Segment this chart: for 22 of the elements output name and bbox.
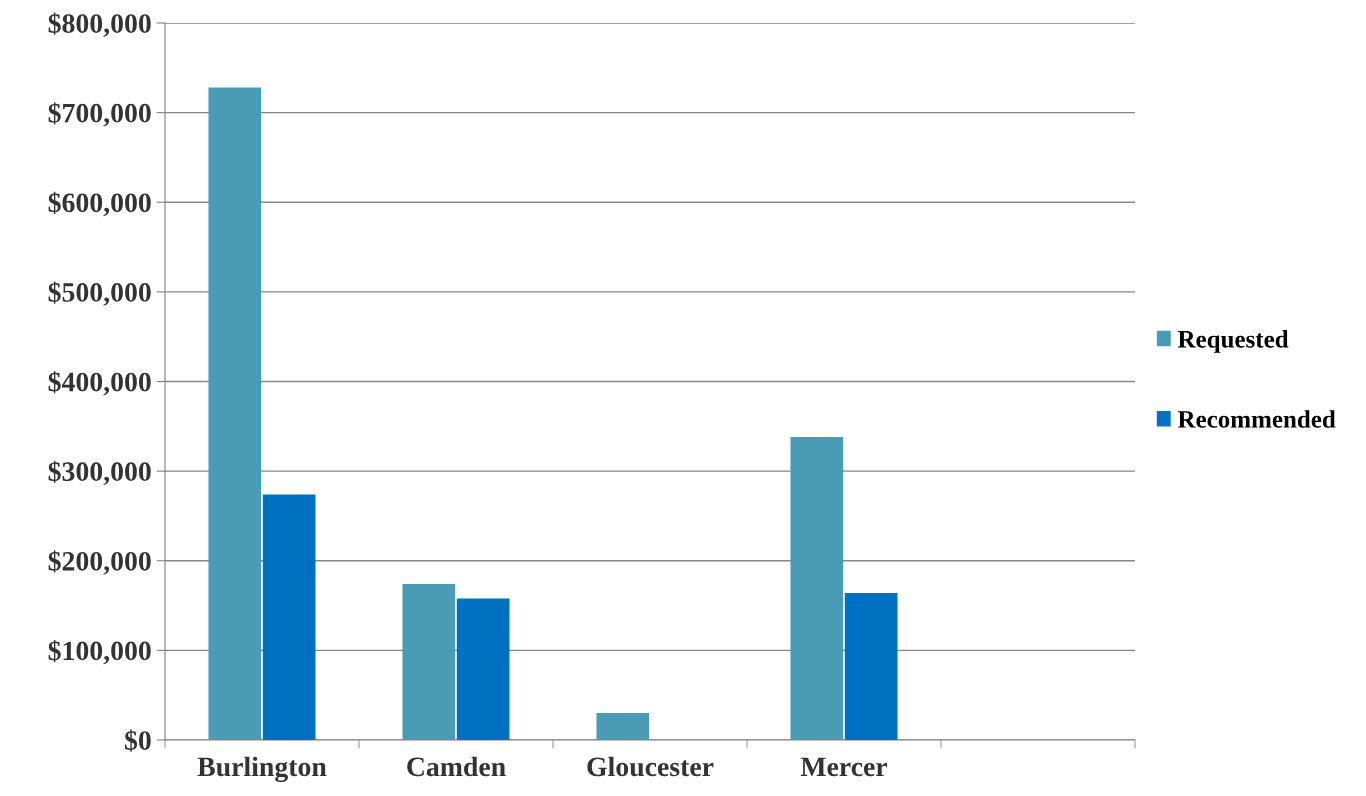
legend-label: Requested [1177, 330, 1289, 353]
x-tick-label: Burlington [197, 756, 327, 783]
legend-label: Recommended [1177, 410, 1336, 428]
y-tick-label: $400,000 [48, 371, 151, 396]
x-tick-label: Gloucester [587, 756, 714, 777]
y-tick-label: $0 [125, 729, 151, 752]
bar [208, 87, 262, 740]
y-tick-label: $500,000 [48, 281, 151, 306]
x-tick-label: Mercer [800, 757, 888, 777]
bar [402, 584, 456, 740]
y-tick-label: $300,000 [48, 460, 151, 486]
x-tick-label: Camden [407, 756, 506, 777]
y-tick-label: $600,000 [48, 191, 151, 217]
y-tick-label: $100,000 [48, 639, 151, 665]
bar [262, 494, 316, 740]
bar [844, 593, 898, 740]
bar [596, 713, 650, 740]
y-tick-label: $800,000 [48, 12, 151, 37]
y-tick-label: $200,000 [48, 550, 151, 575]
y-tick-label: $700,000 [48, 102, 151, 127]
bar [790, 437, 844, 740]
bar [456, 598, 510, 740]
